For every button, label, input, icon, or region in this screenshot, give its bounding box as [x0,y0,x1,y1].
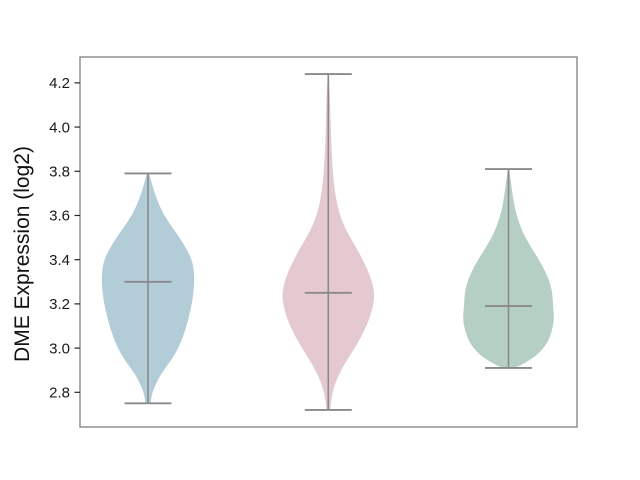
y-tick-label: 3.8 [49,163,70,180]
y-tick-label: 3.4 [49,252,70,269]
y-tick-label: 3.2 [49,296,70,313]
y-tick-label: 4.0 [49,119,70,136]
y-tick-label: 3.6 [49,208,70,225]
plot-border [79,56,578,428]
y-tick-label: 3.0 [49,340,70,357]
y-tick-label: 4.2 [49,75,70,92]
y-axis-label: DME Expression (log2) [11,146,34,362]
y-tick-label: 2.8 [49,384,70,401]
